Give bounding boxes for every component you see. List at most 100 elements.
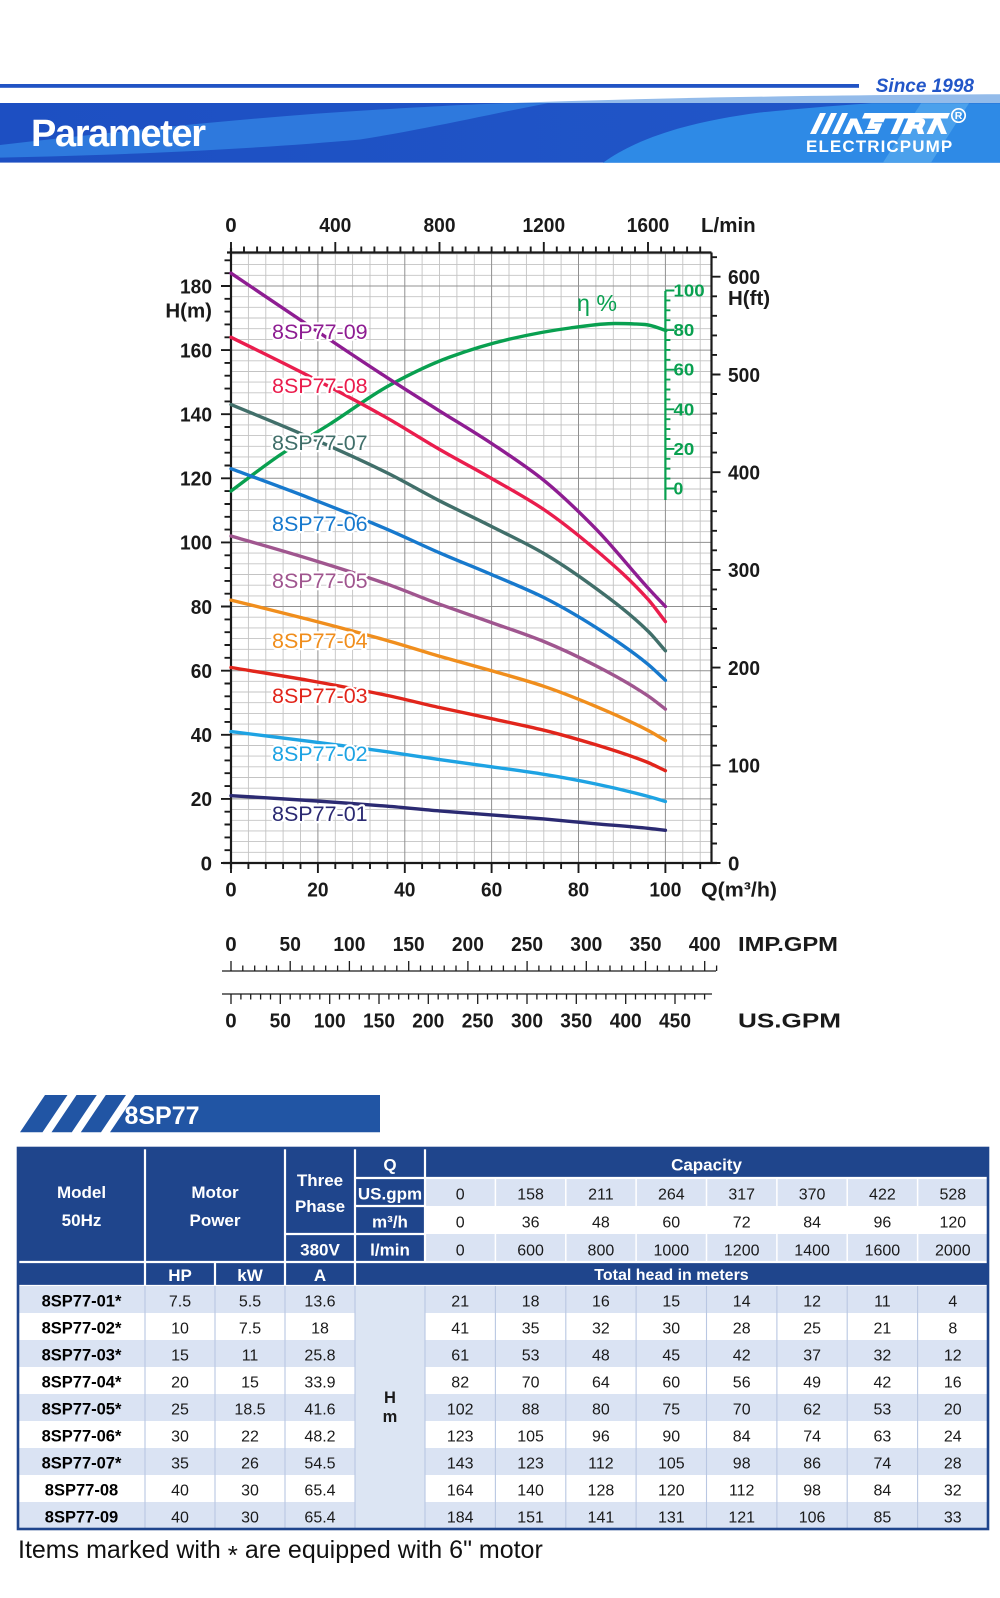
svg-text:4: 4 <box>948 1294 957 1311</box>
svg-text:2000: 2000 <box>935 1243 971 1260</box>
svg-text:42: 42 <box>874 1375 892 1392</box>
svg-text:32: 32 <box>592 1321 610 1338</box>
svg-text:24: 24 <box>944 1429 962 1446</box>
svg-text:90: 90 <box>662 1429 680 1446</box>
svg-text:85: 85 <box>874 1510 892 1527</box>
svg-text:100: 100 <box>314 1009 346 1032</box>
svg-text:8SP77-08: 8SP77-08 <box>45 1482 118 1500</box>
svg-text:30: 30 <box>662 1321 680 1338</box>
svg-text:317: 317 <box>728 1187 755 1204</box>
svg-text:200: 200 <box>728 657 760 680</box>
svg-text:65.4: 65.4 <box>304 1510 335 1527</box>
svg-text:33.9: 33.9 <box>304 1375 335 1392</box>
svg-text:8SP77-05: 8SP77-05 <box>272 569 368 593</box>
svg-text:120: 120 <box>939 1215 966 1232</box>
svg-text:25: 25 <box>803 1321 821 1338</box>
svg-text:Total head in meters: Total head in meters <box>594 1267 749 1284</box>
svg-text:65.4: 65.4 <box>304 1483 335 1500</box>
svg-text:60: 60 <box>191 660 212 683</box>
svg-text:0: 0 <box>225 933 236 956</box>
svg-text:Parameter: Parameter <box>31 113 206 155</box>
svg-text:0: 0 <box>456 1187 465 1204</box>
svg-text:80: 80 <box>674 320 695 340</box>
svg-text:20: 20 <box>307 879 328 902</box>
svg-text:21: 21 <box>451 1294 469 1311</box>
svg-text:96: 96 <box>592 1429 610 1446</box>
svg-text:100: 100 <box>674 281 705 301</box>
svg-text:H(m): H(m) <box>165 299 212 322</box>
svg-text:Phase: Phase <box>295 1197 345 1216</box>
svg-text:300: 300 <box>570 933 602 956</box>
svg-text:8SP77-09: 8SP77-09 <box>272 320 368 344</box>
svg-text:80: 80 <box>568 879 589 902</box>
svg-text:88: 88 <box>522 1402 540 1419</box>
svg-text:98: 98 <box>733 1456 751 1473</box>
svg-text:250: 250 <box>511 933 543 956</box>
svg-text:Motor: Motor <box>191 1183 239 1202</box>
svg-text:30: 30 <box>241 1510 259 1527</box>
svg-text:18.5: 18.5 <box>234 1402 265 1419</box>
svg-text:300: 300 <box>511 1009 543 1032</box>
svg-text:74: 74 <box>803 1429 821 1446</box>
svg-text:Model: Model <box>57 1183 106 1202</box>
svg-text:140: 140 <box>180 404 212 427</box>
svg-text:98: 98 <box>803 1483 821 1500</box>
svg-text:300: 300 <box>728 559 760 582</box>
svg-text:8SP77-05*: 8SP77-05* <box>42 1401 122 1419</box>
svg-text:143: 143 <box>447 1456 474 1473</box>
svg-text:40: 40 <box>674 399 695 419</box>
svg-text:8SP77-07*: 8SP77-07* <box>42 1455 122 1473</box>
svg-text:105: 105 <box>517 1429 544 1446</box>
svg-text:8SP77-02*: 8SP77-02* <box>42 1320 122 1338</box>
svg-text:26: 26 <box>241 1456 259 1473</box>
svg-text:0: 0 <box>456 1215 465 1232</box>
svg-text:0: 0 <box>225 1009 236 1032</box>
svg-text:370: 370 <box>799 1187 826 1204</box>
svg-text:53: 53 <box>522 1348 540 1365</box>
svg-text:84: 84 <box>874 1483 892 1500</box>
svg-text:28: 28 <box>733 1321 751 1338</box>
svg-text:48.2: 48.2 <box>304 1429 335 1446</box>
svg-text:60: 60 <box>662 1375 680 1392</box>
svg-text:m³/h: m³/h <box>372 1213 408 1232</box>
svg-text:16: 16 <box>592 1294 610 1311</box>
svg-text:56: 56 <box>733 1375 751 1392</box>
svg-text:106: 106 <box>799 1510 826 1527</box>
svg-text:45: 45 <box>662 1348 680 1365</box>
svg-text:0: 0 <box>728 852 739 875</box>
svg-text:150: 150 <box>363 1009 395 1032</box>
svg-text:400: 400 <box>689 933 721 956</box>
svg-text:8SP77: 8SP77 <box>124 1102 199 1130</box>
svg-text:ELECTRICPUMP: ELECTRICPUMP <box>806 137 953 156</box>
svg-text:20: 20 <box>191 788 212 811</box>
svg-text:HP: HP <box>168 1266 192 1285</box>
svg-text:72: 72 <box>733 1215 751 1232</box>
svg-text:86: 86 <box>803 1456 821 1473</box>
svg-text:200: 200 <box>452 933 484 956</box>
svg-text:Capacity: Capacity <box>671 1156 742 1175</box>
svg-text:350: 350 <box>630 933 662 956</box>
svg-text:264: 264 <box>658 1187 685 1204</box>
svg-text:US.GPM: US.GPM <box>738 1009 841 1032</box>
svg-text:15: 15 <box>171 1348 189 1365</box>
svg-text:50: 50 <box>280 933 301 956</box>
svg-text:450: 450 <box>659 1009 691 1032</box>
svg-text:112: 112 <box>729 1483 755 1500</box>
svg-text:11: 11 <box>242 1348 259 1365</box>
svg-text:100: 100 <box>180 532 212 555</box>
svg-text:350: 350 <box>560 1009 592 1032</box>
svg-text:33: 33 <box>944 1510 962 1527</box>
svg-text:41: 41 <box>451 1321 469 1338</box>
svg-text:128: 128 <box>588 1483 615 1500</box>
svg-text:100: 100 <box>728 755 760 778</box>
svg-text:35: 35 <box>522 1321 540 1338</box>
svg-text:40: 40 <box>394 879 415 902</box>
svg-text:R: R <box>955 110 963 122</box>
svg-text:200: 200 <box>412 1009 444 1032</box>
svg-text:84: 84 <box>733 1429 751 1446</box>
svg-text:16: 16 <box>944 1375 962 1392</box>
svg-text:28: 28 <box>944 1456 962 1473</box>
svg-text:800: 800 <box>424 214 456 237</box>
svg-text:H: H <box>384 1389 396 1407</box>
svg-text:96: 96 <box>874 1215 892 1232</box>
